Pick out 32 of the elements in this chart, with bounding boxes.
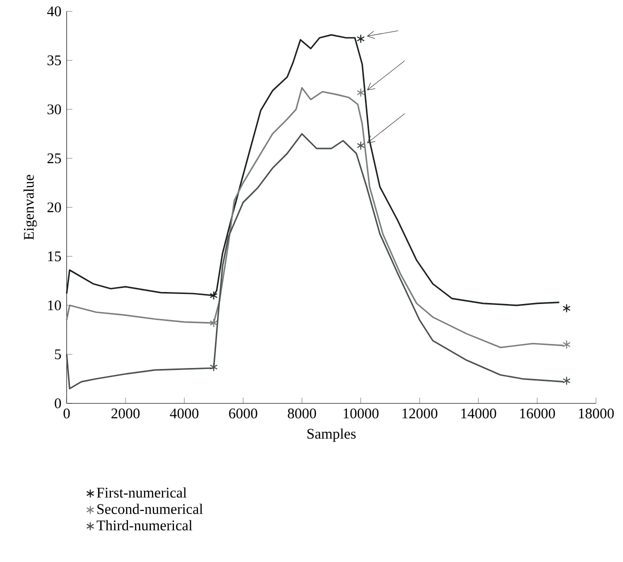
x-tick-label: 6000 bbox=[229, 408, 258, 418]
point bbox=[356, 88, 365, 98]
y-tick-label: 5 bbox=[55, 349, 61, 360]
point bbox=[210, 362, 218, 372]
y-tick-label: 30 bbox=[48, 104, 61, 114]
y-tick-label: 10 bbox=[48, 300, 61, 310]
y-tick-label: 0 bbox=[54, 398, 61, 408]
point bbox=[210, 291, 218, 300]
y-tick-label: 20 bbox=[48, 202, 61, 212]
x-tick-label: 14000 bbox=[461, 408, 496, 418]
legend-label: First-numerical bbox=[96, 487, 187, 498]
y-tick-label: 15 bbox=[48, 251, 61, 262]
x-tick-label: 0 bbox=[64, 408, 70, 418]
point bbox=[356, 34, 365, 44]
x-tick-label: 16000 bbox=[520, 408, 555, 418]
y-tick-label: 35 bbox=[48, 55, 61, 66]
legend-label: Second-numerical bbox=[97, 504, 203, 514]
x-tick-label: 8000 bbox=[288, 408, 316, 418]
y-tick-label: 25 bbox=[48, 153, 61, 164]
x-axis-title: Samples bbox=[307, 428, 356, 442]
legend-label: Third-numerical bbox=[96, 520, 192, 530]
point bbox=[562, 304, 571, 313]
x-tick-label: 18000 bbox=[578, 408, 614, 418]
x-tick-label: 2000 bbox=[111, 408, 140, 418]
point bbox=[356, 141, 365, 150]
x-tick-label: 10000 bbox=[344, 408, 379, 418]
y-tick-label: 40 bbox=[47, 6, 61, 16]
x-tick-label: 12000 bbox=[402, 408, 438, 418]
point bbox=[210, 318, 218, 328]
y-axis-title: Eigenvalue bbox=[23, 174, 37, 240]
x-tick-label: 4000 bbox=[170, 408, 198, 418]
line-series bbox=[66, 34, 560, 306]
